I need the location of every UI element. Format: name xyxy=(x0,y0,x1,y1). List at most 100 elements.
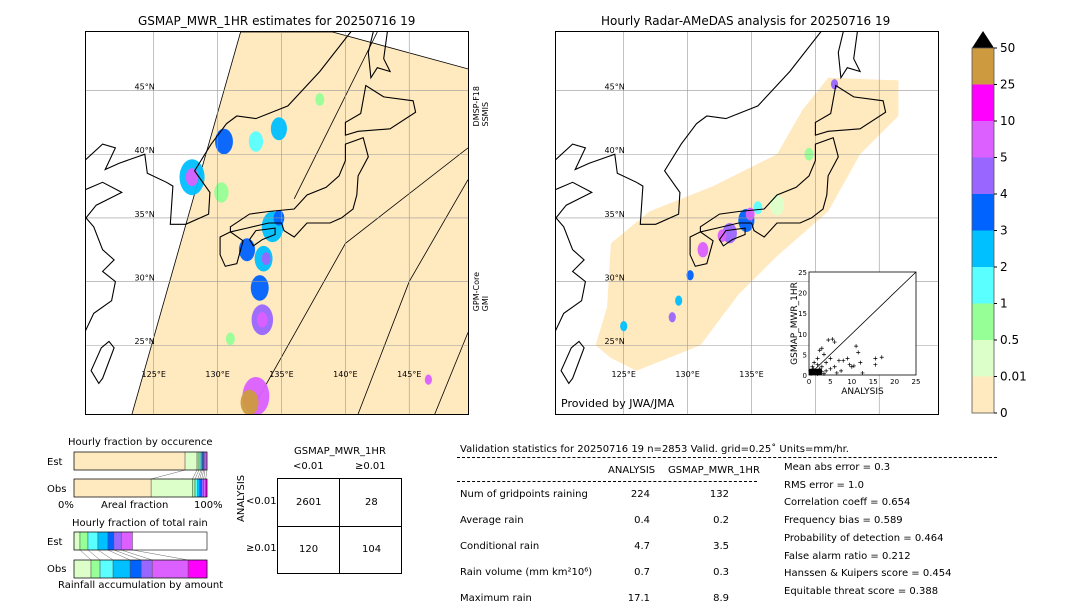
validation-row-label: Maximum rain xyxy=(460,593,532,604)
score-line: Hanssen & Kuipers score = 0.454 xyxy=(784,568,952,580)
colorbar-segment xyxy=(972,194,994,231)
scatter-point xyxy=(832,340,837,345)
lon-label: 125°E xyxy=(142,370,166,379)
rain-segment xyxy=(90,559,101,579)
coastline-honshu xyxy=(229,136,369,238)
score-line: Mean abs error = 0.3 xyxy=(784,462,891,473)
scatter-point xyxy=(879,355,884,360)
swath-edge xyxy=(131,32,241,414)
rain-segment xyxy=(187,559,208,579)
lat-label: 35°N xyxy=(135,210,155,219)
scatter-ylabel: GSMAP_MWR_1HR xyxy=(790,282,800,365)
cell-miss: 120 xyxy=(299,544,319,555)
scatter-point xyxy=(832,364,837,369)
rain-cell xyxy=(248,131,264,152)
colorbar-tick-label: 25 xyxy=(1000,78,1015,92)
lat-label: 25°N xyxy=(135,337,155,346)
rain-cell xyxy=(830,79,839,90)
col-gsmap: GSMAP_MWR_1HR xyxy=(668,465,760,476)
lon-label: 135°E xyxy=(739,370,763,379)
lat-label: 45°N xyxy=(605,83,625,92)
occ-segment xyxy=(192,478,196,498)
scatter-point xyxy=(812,360,817,365)
validation-row-a: 224 xyxy=(630,489,650,500)
cell-false-alarm: 28 xyxy=(365,497,378,508)
scatter-point xyxy=(858,360,863,365)
score-line: False alarm ratio = 0.212 xyxy=(784,550,911,562)
scatter-point xyxy=(839,368,844,373)
occ-segment xyxy=(197,478,200,498)
occurrence-x1: 100% xyxy=(194,500,223,511)
occ-segment xyxy=(200,451,203,471)
one-to-one-line xyxy=(808,271,917,376)
contingency-col-lt: <0.01 xyxy=(293,461,324,472)
validation-row-a: 4.7 xyxy=(634,541,650,552)
colorbar-tick-label: 0.01 xyxy=(1000,370,1027,384)
colorbar-segment xyxy=(972,303,994,341)
rain-connector xyxy=(132,549,189,561)
rain-cell xyxy=(240,389,259,414)
validation-row-label: Average rain xyxy=(460,515,524,526)
rain-connector xyxy=(97,549,114,561)
contingency-row-ge: ≥0.01 xyxy=(246,543,277,554)
scatter-dense-cluster xyxy=(809,368,822,375)
coastline-sakhalin xyxy=(837,32,862,80)
occ-segment xyxy=(150,478,193,498)
coastline-mainland xyxy=(86,181,124,332)
score-line: Equitable threat score = 0.388 xyxy=(784,585,939,597)
colorbar-tick-label: 4 xyxy=(1000,187,1008,201)
rain-cell xyxy=(675,295,683,306)
scatter-point xyxy=(845,356,850,361)
swath-edge xyxy=(293,32,378,199)
occ-segment xyxy=(202,451,204,471)
colorbar-extend-triangle xyxy=(972,31,994,48)
occ-segment xyxy=(199,478,202,498)
rain-segment xyxy=(112,559,131,579)
occurrence-x0: 0% xyxy=(58,500,74,511)
occ-connector xyxy=(151,469,186,480)
validation-row-label: Conditional rain xyxy=(460,541,540,552)
occ-est-frame xyxy=(73,451,208,471)
occ-segment xyxy=(203,451,206,471)
colorbar-tick-label: 2 xyxy=(1000,260,1008,274)
scatter-xlabel: ANALYSIS xyxy=(841,387,884,397)
colorbar-segment xyxy=(972,121,994,158)
rain-cell xyxy=(315,93,325,106)
rain-cell xyxy=(250,275,269,301)
coastline-hokkaido xyxy=(344,84,417,136)
col-analysis: ANALYSIS xyxy=(608,465,656,476)
colorbar-tick-label: 5 xyxy=(1000,151,1008,165)
scatter-point xyxy=(847,362,852,367)
lon-label: 130°E xyxy=(205,370,229,379)
rain-connector xyxy=(107,549,131,561)
scatter-point xyxy=(873,362,878,367)
lat-label: 45°N xyxy=(135,83,155,92)
scatter-point xyxy=(824,360,829,365)
colorbar-frame xyxy=(971,47,995,414)
lon-label: 130°E xyxy=(675,370,699,379)
scatter-xtick: 10 xyxy=(847,378,856,386)
validation-row-g: 0.3 xyxy=(713,567,729,578)
cell-hit: 104 xyxy=(362,544,382,555)
coastline-shikoku xyxy=(248,227,276,247)
occ-segment xyxy=(184,451,198,471)
rain-segment xyxy=(79,531,89,551)
scatter-ytick: 10 xyxy=(798,331,807,339)
swath-label-gmi: GPM-Core GMI xyxy=(472,272,490,312)
colorbar-segment xyxy=(972,267,994,304)
occurrence-xlabel: Areal fraction xyxy=(101,500,169,511)
scatter-point xyxy=(828,356,833,361)
colorbar-segment xyxy=(972,230,994,268)
scatter-point xyxy=(815,356,820,361)
lon-label: 145°E xyxy=(397,370,421,379)
scatter-xtick: 25 xyxy=(912,378,921,386)
rain-connector xyxy=(87,549,101,561)
scatter-ytick: 5 xyxy=(803,351,807,359)
colorbar-segment xyxy=(972,84,994,122)
occ-connector xyxy=(203,469,206,480)
rain-segment xyxy=(87,531,99,551)
total-rain-title: Hourly fraction of total rain xyxy=(72,518,208,529)
occ-connector xyxy=(197,469,202,480)
scatter-ytick: 25 xyxy=(798,269,807,277)
